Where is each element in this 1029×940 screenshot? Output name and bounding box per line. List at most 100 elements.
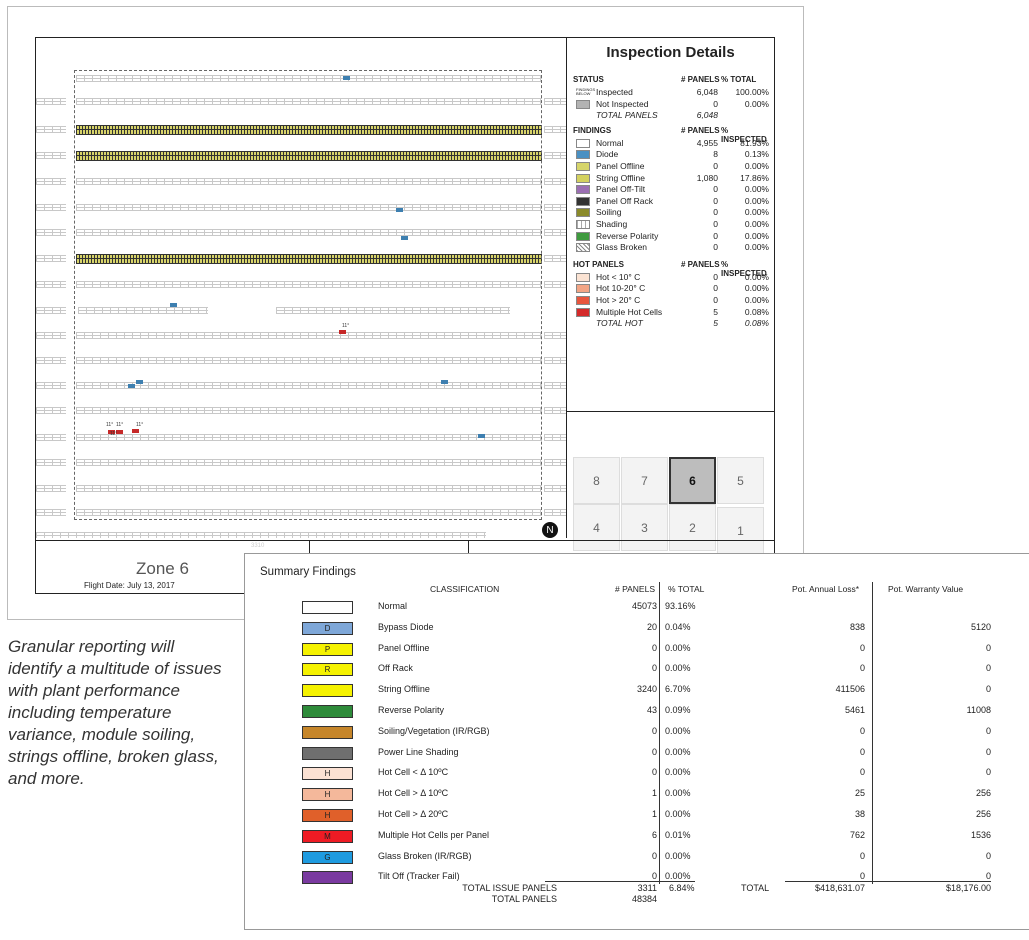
status-label: Inspected xyxy=(596,87,633,97)
zone-button-8[interactable]: 8 xyxy=(573,457,620,504)
warranty-value: 0 xyxy=(985,642,991,653)
finding-row: Panel Off Rack 0 0.00% xyxy=(573,196,773,208)
string-offline-row xyxy=(76,125,542,135)
finding-swatch xyxy=(576,196,590,206)
summary-row: D Bypass Diode 20 0.04% 838 5120 xyxy=(245,619,1029,640)
panel-row xyxy=(276,307,510,314)
status-swatch-text: FINDINGS BELOW xyxy=(576,87,596,96)
summary-findings-card: Summary Findings CLASSIFICATION # PANELS… xyxy=(244,553,1029,930)
report-frame: 11° 11° 11° 11° 11° Inspection Details STATU… xyxy=(35,37,775,594)
panel-row xyxy=(76,178,542,185)
classification-swatch xyxy=(302,746,353,760)
zone-button-1[interactable]: 1 xyxy=(717,507,764,554)
hot-cell-marker xyxy=(108,430,115,434)
total-rule xyxy=(545,881,695,882)
panel-row xyxy=(36,178,66,185)
classification-label: Off Rack xyxy=(378,663,413,674)
status-row: Not Inspected 0 0.00% xyxy=(573,99,773,111)
diode-marker xyxy=(441,380,448,384)
panel-row xyxy=(76,281,542,288)
status-percent: 100.00% xyxy=(735,87,769,97)
annual-loss: 0 xyxy=(859,871,865,882)
total-panels-label: TOTAL PANELS xyxy=(491,894,557,904)
panel-row xyxy=(36,152,66,159)
finding-swatch xyxy=(576,162,590,171)
hot-percent: 0.00% xyxy=(744,271,769,282)
panel-row xyxy=(544,98,566,105)
warranty-value: 11008 xyxy=(966,705,991,715)
finding-row: Glass Broken 0 0.00% xyxy=(573,242,773,254)
classification-label: Glass Broken (IR/RGB) xyxy=(378,850,472,861)
panel-row xyxy=(36,281,66,288)
summary-row: H Hot Cell > Δ 10ºC 1 0.00% 25 256 xyxy=(245,785,1029,806)
finding-row: Soiling 0 0.00% xyxy=(573,207,773,219)
panel-row xyxy=(76,382,542,389)
summary-row: H Hot Cell > Δ 20ºC 1 0.00% 38 256 xyxy=(245,806,1029,827)
finding-percent: 81.93% xyxy=(740,137,769,148)
percent-total: 93.16% xyxy=(665,601,696,611)
summary-row: Soiling/Vegetation (IR/RGB) 0 0.00% 0 0 xyxy=(245,723,1029,744)
hot-row: Multiple Hot Cells 5 0.08% xyxy=(573,307,773,319)
percent-total: 0.00% xyxy=(665,663,691,674)
status-percent: 0.00% xyxy=(744,98,769,109)
finding-swatch xyxy=(576,243,590,253)
classification-label: Tilt Off (Tracker Fail) xyxy=(378,871,460,882)
percent-total: 0.00% xyxy=(665,746,691,757)
diode-marker xyxy=(170,303,177,307)
hot-percent: 0.00% xyxy=(744,295,769,305)
footer-divider xyxy=(468,541,469,555)
finding-label: Soiling xyxy=(596,207,622,218)
flight-date: Flight Date: July 13, 2017 xyxy=(84,581,175,590)
col-annual-loss: Pot. Annual Loss* xyxy=(792,584,860,594)
hot-percent: 0.08% xyxy=(744,306,769,317)
zone-button-3[interactable]: 3 xyxy=(621,504,668,551)
panel-row xyxy=(36,357,66,364)
zone-button-5[interactable]: 5 xyxy=(717,457,764,504)
summary-title: Summary Findings xyxy=(260,566,356,578)
diode-marker xyxy=(136,380,143,384)
total-rule xyxy=(785,881,991,882)
annual-loss: 411506 xyxy=(835,684,865,695)
panel-row xyxy=(76,485,542,492)
total-issue-panels: 3311 xyxy=(637,883,657,893)
zone-button-6[interactable]: 6 xyxy=(669,457,716,504)
panel-count: 0 xyxy=(651,663,657,674)
finding-percent: 0.00% xyxy=(744,219,769,229)
zone-button-4[interactable]: 4 xyxy=(573,504,620,551)
finding-count: 0 xyxy=(713,161,718,171)
total-issue-label: TOTAL ISSUE PANELS xyxy=(462,883,557,893)
status-count: 6,048 xyxy=(696,110,718,121)
percent-total: 0.00% xyxy=(665,642,691,653)
warranty-value: 1536 xyxy=(970,829,991,840)
panel-row xyxy=(544,204,566,211)
panel-count: 6 xyxy=(651,829,657,840)
finding-count: 0 xyxy=(713,195,718,206)
summary-row: Reverse Polarity 43 0.09% 5461 11008 xyxy=(245,702,1029,723)
hot-label: TOTAL HOT xyxy=(596,318,643,329)
classification-label: Bypass Diode xyxy=(378,621,434,632)
classification-label: Power Line Shading xyxy=(378,746,459,757)
panel-row xyxy=(36,126,66,133)
finding-row: Normal 4,955 81.93% xyxy=(573,138,773,150)
annual-loss: 0 xyxy=(859,767,865,778)
finding-percent: 0.00% xyxy=(744,161,769,171)
finding-percent: 0.00% xyxy=(744,207,769,218)
classification-label: String Offline xyxy=(378,684,430,695)
status-header-panels: # PANELS xyxy=(681,75,720,84)
finding-swatch xyxy=(576,173,590,183)
warranty-value: 0 xyxy=(985,725,991,736)
panel-row xyxy=(36,459,66,466)
classification-swatch xyxy=(302,725,353,739)
annual-loss: 838 xyxy=(849,621,865,632)
hot-row: Hot > 20° C 0 0.00% xyxy=(573,295,773,307)
summary-row: G Glass Broken (IR/RGB) 0 0.00% 0 0 xyxy=(245,848,1029,869)
panel-row xyxy=(36,382,66,389)
zone-button-7[interactable]: 7 xyxy=(621,457,668,504)
finding-label: Panel Off-Tilt xyxy=(596,184,646,195)
hot-count: 0 xyxy=(713,295,718,305)
status-swatch xyxy=(576,99,590,109)
hot-cell-marker xyxy=(116,430,123,434)
panel-row xyxy=(36,332,66,339)
zone-button-2[interactable]: 2 xyxy=(669,504,716,551)
